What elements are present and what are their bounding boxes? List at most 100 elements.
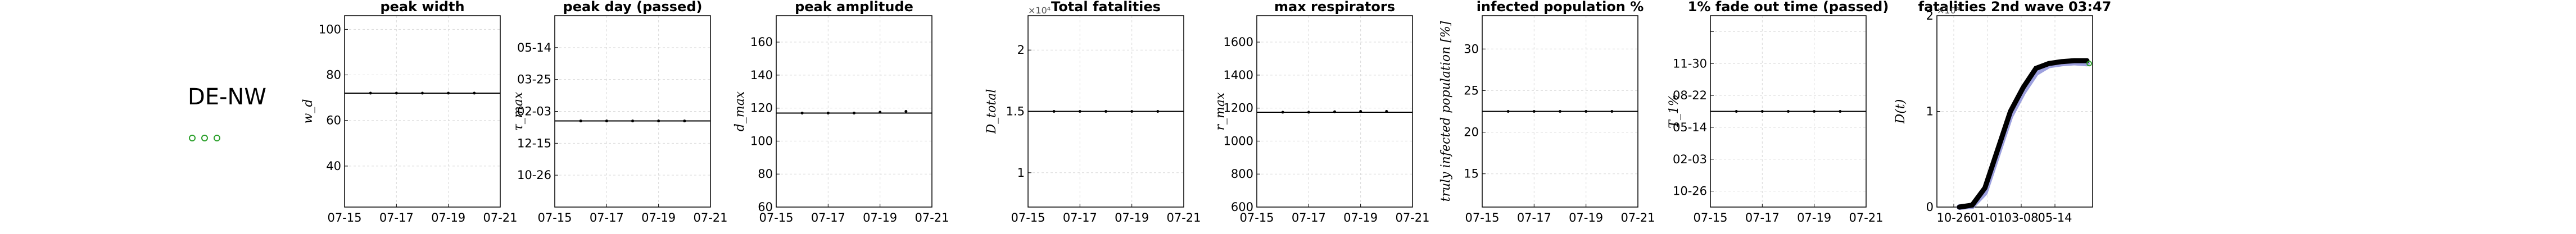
data-point — [579, 120, 582, 123]
plot-frame — [1256, 15, 1413, 208]
y-axis-label: D_total — [985, 89, 999, 135]
x-tick-label: 07-15 — [1011, 211, 1045, 224]
y-tick-label: 100 — [319, 22, 341, 36]
data-point — [1333, 110, 1336, 113]
data-point — [1078, 110, 1081, 113]
data-point — [1584, 110, 1588, 113]
data-point — [473, 91, 476, 95]
y-axis-label: τ_max — [511, 91, 526, 131]
data-point — [1130, 110, 1134, 113]
y-axis-label: w_d — [301, 99, 315, 124]
legend-marker — [189, 135, 196, 141]
data-point — [447, 91, 450, 95]
data-point — [1307, 111, 1310, 114]
y-tick-label: 20 — [1464, 126, 1479, 139]
y-tick-label: 25 — [1464, 84, 1479, 97]
y-axis-label: truly infected population [%] — [1439, 21, 1453, 201]
chart-title: 1% fade out time (passed) — [1688, 0, 1889, 15]
data-point — [369, 91, 372, 95]
chart-title: peak width — [380, 0, 464, 15]
x-tick-label: 07-21 — [1395, 211, 1429, 224]
x-tick-label: 07-17 — [1517, 211, 1551, 224]
chart-title: peak day (passed) — [563, 0, 703, 15]
data-point — [1385, 110, 1388, 113]
data-point — [657, 120, 660, 123]
y-tick-label: 60 — [758, 200, 773, 214]
data-point — [683, 120, 686, 123]
x-tick-label: 07-15 — [1239, 211, 1274, 224]
y-axis-label: D(t) — [1894, 99, 1908, 125]
chart-title: fatalities 2nd wave 03:47 — [1918, 0, 2112, 15]
axis-exponent: ×10⁴ — [1937, 5, 1959, 16]
x-tick-label: 07-17 — [379, 211, 414, 224]
chart-title: Total fatalities — [1051, 0, 1161, 15]
y-tick-label: 80 — [758, 167, 773, 181]
data-point — [631, 120, 634, 123]
x-tick-label: 07-21 — [1849, 211, 1883, 224]
legend-marker — [201, 135, 208, 141]
legend-marker — [214, 135, 220, 141]
y-tick-label: 60 — [326, 114, 341, 127]
y-tick-label: 1200 — [1224, 102, 1253, 115]
data-point — [800, 111, 804, 114]
y-tick-label: 30 — [1464, 42, 1479, 56]
x-tick-label: 07-19 — [641, 211, 676, 224]
y-axis-label: T_1% — [1667, 94, 1681, 129]
y-tick-label: 1400 — [1224, 68, 1253, 82]
chart-title: infected population % — [1477, 0, 1644, 15]
series-points — [1957, 58, 2090, 210]
x-tick-label: 05-14 — [2038, 211, 2072, 224]
data-point — [1559, 110, 1561, 113]
x-tick-label: 07-19 — [1115, 211, 1149, 224]
data-point — [826, 111, 830, 114]
y-tick-label: 40 — [326, 159, 341, 173]
chart-title: peak amplitude — [795, 0, 913, 15]
y-tick-label: 160 — [750, 35, 773, 49]
x-tick-label: 01-01 — [1970, 211, 2004, 224]
data-point — [1787, 110, 1790, 113]
data-point — [879, 111, 882, 114]
x-tick-label: 07-17 — [590, 211, 624, 224]
x-tick-label: 03-08 — [2004, 211, 2038, 224]
y-tick-label: 600 — [1231, 200, 1253, 214]
x-tick-label: 07-17 — [1063, 211, 1097, 224]
y-tick-label: 1.5 — [1006, 105, 1025, 118]
series-marker — [2086, 61, 2092, 67]
y-tick-label: 1 — [1017, 166, 1025, 180]
x-tick-label: 07-21 — [1620, 211, 1655, 224]
y-tick-label: 11-30 — [1673, 57, 1707, 70]
x-tick-label: 07-15 — [537, 211, 572, 224]
y-tick-label: 140 — [750, 68, 773, 82]
y-tick-label: 12-15 — [517, 136, 551, 150]
data-point — [1532, 110, 1536, 113]
data-point — [1052, 110, 1056, 113]
x-tick-label: 07-19 — [1797, 211, 1831, 224]
legend-marker-group — [189, 135, 220, 141]
y-tick-label: 08-22 — [1673, 89, 1707, 102]
chart-title: max respirators — [1274, 0, 1395, 15]
y-tick-label: 800 — [1231, 167, 1253, 181]
data-point — [1760, 110, 1764, 113]
y-tick-label: 02-03 — [1673, 153, 1707, 166]
x-tick-label: 07-19 — [431, 211, 465, 224]
y-tick-label: 1000 — [1224, 134, 1253, 148]
plot-frame — [344, 15, 501, 208]
y-tick-label: 05-14 — [517, 41, 551, 54]
data-point — [1156, 110, 1160, 113]
x-tick-label: 07-17 — [811, 211, 845, 224]
data-point — [1813, 110, 1816, 113]
x-tick-label: 07-17 — [1745, 211, 1780, 224]
data-point — [1359, 110, 1362, 113]
data-point — [904, 110, 908, 113]
y-tick-label: 2 — [1926, 9, 1934, 22]
x-tick-label: 07-21 — [693, 211, 727, 224]
y-tick-label: 05-14 — [1673, 121, 1707, 134]
axis-exponent: ×10⁴ — [1028, 5, 1051, 16]
data-point — [1104, 110, 1107, 113]
y-tick-label: 03-25 — [517, 73, 551, 86]
x-tick-label: 07-15 — [1693, 211, 1727, 224]
x-tick-label: 07-21 — [914, 211, 949, 224]
y-axis-label: r_max — [1214, 92, 1228, 130]
legend-markers — [188, 132, 227, 146]
